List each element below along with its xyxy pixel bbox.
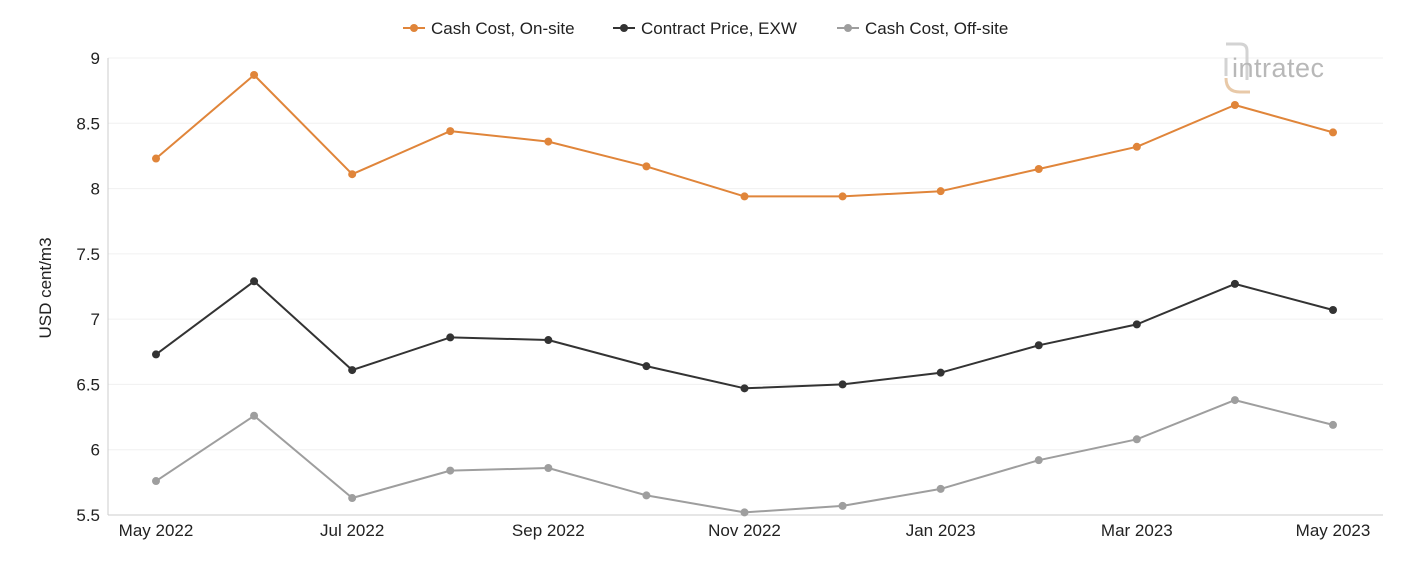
- y-tick-label: 6.5: [76, 375, 100, 394]
- x-tick-label: Sep 2022: [512, 521, 585, 540]
- data-point: [152, 350, 160, 359]
- data-point: [740, 192, 749, 201]
- data-point: [642, 362, 651, 371]
- y-tick-label: 9: [91, 49, 100, 68]
- data-point: [740, 384, 749, 393]
- data-point: [642, 491, 651, 500]
- x-tick-label: May 2023: [1296, 521, 1371, 540]
- logo-text: intratec: [1232, 53, 1325, 83]
- data-point: [544, 137, 553, 146]
- series: [152, 70, 1337, 517]
- series-1: [152, 70, 1337, 201]
- series-2: [152, 277, 1337, 393]
- data-point: [544, 463, 553, 472]
- data-point: [446, 333, 455, 342]
- series-line: [155, 399, 1334, 514]
- data-point: [1034, 164, 1043, 173]
- intratec-logo: intratec: [1224, 42, 1325, 94]
- x-tick-label: May 2022: [119, 521, 194, 540]
- series-3: [152, 396, 1337, 517]
- data-point: [740, 508, 749, 517]
- y-tick-label: 7: [91, 310, 100, 329]
- data-point: [936, 484, 945, 493]
- y-tick-label: 7.5: [76, 245, 100, 264]
- gridlines: [108, 57, 1383, 451]
- series-line: [155, 280, 1334, 390]
- data-point: [1034, 341, 1043, 350]
- legend-label: Cash Cost, On-site: [431, 19, 575, 38]
- legend-item: Cash Cost, Off-site: [837, 19, 1008, 38]
- legend-swatch-dot: [844, 24, 852, 32]
- legend: Cash Cost, On-site Contract Price, EXW Cas…: [403, 19, 1008, 38]
- data-point: [1034, 456, 1043, 465]
- data-point: [348, 170, 357, 179]
- data-point: [348, 366, 357, 375]
- data-point: [250, 277, 259, 286]
- legend-label: Cash Cost, Off-site: [865, 19, 1008, 38]
- y-tick-labels: 5.5 6 6.5 7 7.5 8 8.5 9: [76, 49, 100, 525]
- data-point: [838, 192, 847, 201]
- x-tick-labels: May 2022 Jul 2022 Sep 2022 Nov 2022 Jan 2023…: [119, 521, 1371, 540]
- logo-icon: [1224, 42, 1250, 94]
- legend-swatch-dot: [620, 24, 628, 32]
- data-point: [1132, 142, 1141, 151]
- data-point: [1329, 306, 1337, 315]
- axes: [107, 58, 1383, 516]
- data-point: [838, 501, 847, 510]
- legend-label: Contract Price, EXW: [641, 19, 797, 38]
- y-tick-label: 5.5: [76, 506, 100, 525]
- x-tick-label: Mar 2023: [1101, 521, 1173, 540]
- data-point: [936, 187, 945, 196]
- y-axis-title: USD cent/m3: [36, 237, 55, 338]
- data-point: [152, 154, 160, 163]
- data-point: [446, 466, 455, 475]
- data-point: [152, 477, 160, 486]
- data-point: [936, 368, 945, 377]
- x-tick-label: Nov 2022: [708, 521, 781, 540]
- legend-item: Contract Price, EXW: [613, 19, 797, 38]
- data-point: [1230, 279, 1239, 288]
- data-point: [1230, 396, 1239, 405]
- data-point: [544, 336, 553, 345]
- y-tick-label: 8.5: [76, 114, 100, 133]
- data-point: [642, 162, 651, 171]
- data-point: [446, 127, 455, 136]
- data-point: [250, 70, 259, 79]
- data-point: [1230, 101, 1239, 110]
- x-tick-label: Jul 2022: [320, 521, 384, 540]
- data-point: [1132, 435, 1141, 444]
- data-point: [1132, 320, 1141, 329]
- y-tick-label: 6: [91, 441, 100, 460]
- data-point: [838, 380, 847, 389]
- data-point: [348, 494, 357, 503]
- data-point: [1329, 420, 1337, 429]
- x-tick-label: Jan 2023: [906, 521, 976, 540]
- data-point: [250, 411, 259, 420]
- legend-swatch-dot: [410, 24, 418, 32]
- legend-item: Cash Cost, On-site: [403, 19, 575, 38]
- y-tick-label: 8: [91, 180, 100, 199]
- series-line: [155, 74, 1334, 198]
- data-point: [1329, 128, 1337, 137]
